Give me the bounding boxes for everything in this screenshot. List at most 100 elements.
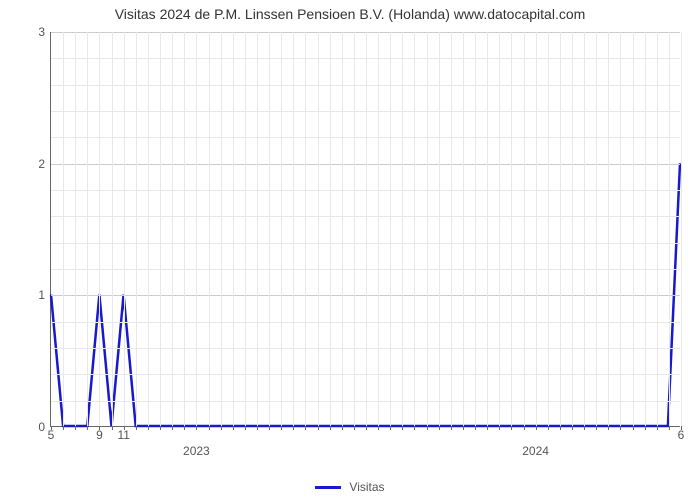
x-tick-mark [281, 426, 282, 430]
grid-v [439, 32, 440, 426]
x-tick-mark [75, 426, 76, 430]
x-tick-mark [548, 426, 549, 430]
x-tick-mark [172, 426, 173, 430]
x-tick-label: 11 [117, 428, 129, 442]
x-tick-mark [499, 426, 500, 430]
x-tick-label: 6 [678, 428, 685, 442]
grid-v [196, 32, 197, 426]
grid-v [305, 32, 306, 426]
grid-v [645, 32, 646, 426]
y-tick-label: 0 [38, 420, 45, 434]
x-year-label: 2023 [183, 444, 210, 458]
grid-v [172, 32, 173, 426]
grid-v [414, 32, 415, 426]
grid-v [148, 32, 149, 426]
plot-area: 01235911620232024 [50, 32, 680, 427]
x-tick-mark [402, 426, 403, 430]
grid-v [596, 32, 597, 426]
grid-v [427, 32, 428, 426]
x-tick-mark [633, 426, 634, 430]
grid-v [209, 32, 210, 426]
x-tick-mark [354, 426, 355, 430]
x-tick-mark [196, 426, 197, 430]
grid-v [366, 32, 367, 426]
grid-v [269, 32, 270, 426]
x-tick-mark [209, 426, 210, 430]
x-tick-mark [378, 426, 379, 430]
grid-v [499, 32, 500, 426]
x-tick-mark [366, 426, 367, 430]
x-tick-mark [269, 426, 270, 430]
y-tick-label: 3 [38, 25, 45, 39]
grid-v [112, 32, 113, 426]
grid-v [318, 32, 319, 426]
grid-v [342, 32, 343, 426]
x-tick-mark [620, 426, 621, 430]
y-tick-label: 1 [38, 288, 45, 302]
x-tick-mark [645, 426, 646, 430]
grid-v [390, 32, 391, 426]
grid-v [572, 32, 573, 426]
grid-v [584, 32, 585, 426]
x-tick-mark [596, 426, 597, 430]
grid-v [657, 32, 658, 426]
grid-v [402, 32, 403, 426]
x-tick-mark [257, 426, 258, 430]
grid-v [511, 32, 512, 426]
x-tick-label: 9 [96, 428, 103, 442]
grid-v [463, 32, 464, 426]
grid-v [560, 32, 561, 426]
grid-v [330, 32, 331, 426]
x-tick-mark [511, 426, 512, 430]
x-tick-mark [414, 426, 415, 430]
x-tick-mark [221, 426, 222, 430]
grid-v [257, 32, 258, 426]
grid-v [99, 32, 100, 426]
x-tick-mark [427, 426, 428, 430]
grid-v [281, 32, 282, 426]
x-tick-mark [584, 426, 585, 430]
x-tick-mark [305, 426, 306, 430]
grid-v [184, 32, 185, 426]
x-tick-mark [657, 426, 658, 430]
grid-v [293, 32, 294, 426]
x-tick-mark [342, 426, 343, 430]
grid-v [475, 32, 476, 426]
grid-v [487, 32, 488, 426]
grid-v [524, 32, 525, 426]
x-tick-mark [475, 426, 476, 430]
x-tick-mark [560, 426, 561, 430]
grid-v [233, 32, 234, 426]
x-tick-mark [233, 426, 234, 430]
x-tick-mark [669, 426, 670, 430]
x-tick-mark [148, 426, 149, 430]
x-tick-mark [608, 426, 609, 430]
grid-v [451, 32, 452, 426]
x-tick-mark [463, 426, 464, 430]
x-tick-mark [330, 426, 331, 430]
grid-v [669, 32, 670, 426]
grid-v [378, 32, 379, 426]
legend: Visitas [0, 480, 700, 494]
grid-v [633, 32, 634, 426]
x-tick-mark [439, 426, 440, 430]
grid-v [160, 32, 161, 426]
grid-v [681, 32, 682, 426]
grid-v [354, 32, 355, 426]
grid-v [136, 32, 137, 426]
x-tick-mark [87, 426, 88, 430]
x-tick-mark [136, 426, 137, 430]
x-tick-mark [184, 426, 185, 430]
y-tick-label: 2 [38, 157, 45, 171]
grid-v [620, 32, 621, 426]
x-tick-mark [160, 426, 161, 430]
grid-v [63, 32, 64, 426]
grid-v [221, 32, 222, 426]
chart-container: Visitas 2024 de P.M. Linssen Pensioen B.… [0, 0, 700, 500]
legend-swatch [315, 486, 341, 489]
x-tick-mark [318, 426, 319, 430]
x-tick-label: 5 [48, 428, 55, 442]
x-tick-mark [451, 426, 452, 430]
grid-v [548, 32, 549, 426]
x-tick-mark [524, 426, 525, 430]
